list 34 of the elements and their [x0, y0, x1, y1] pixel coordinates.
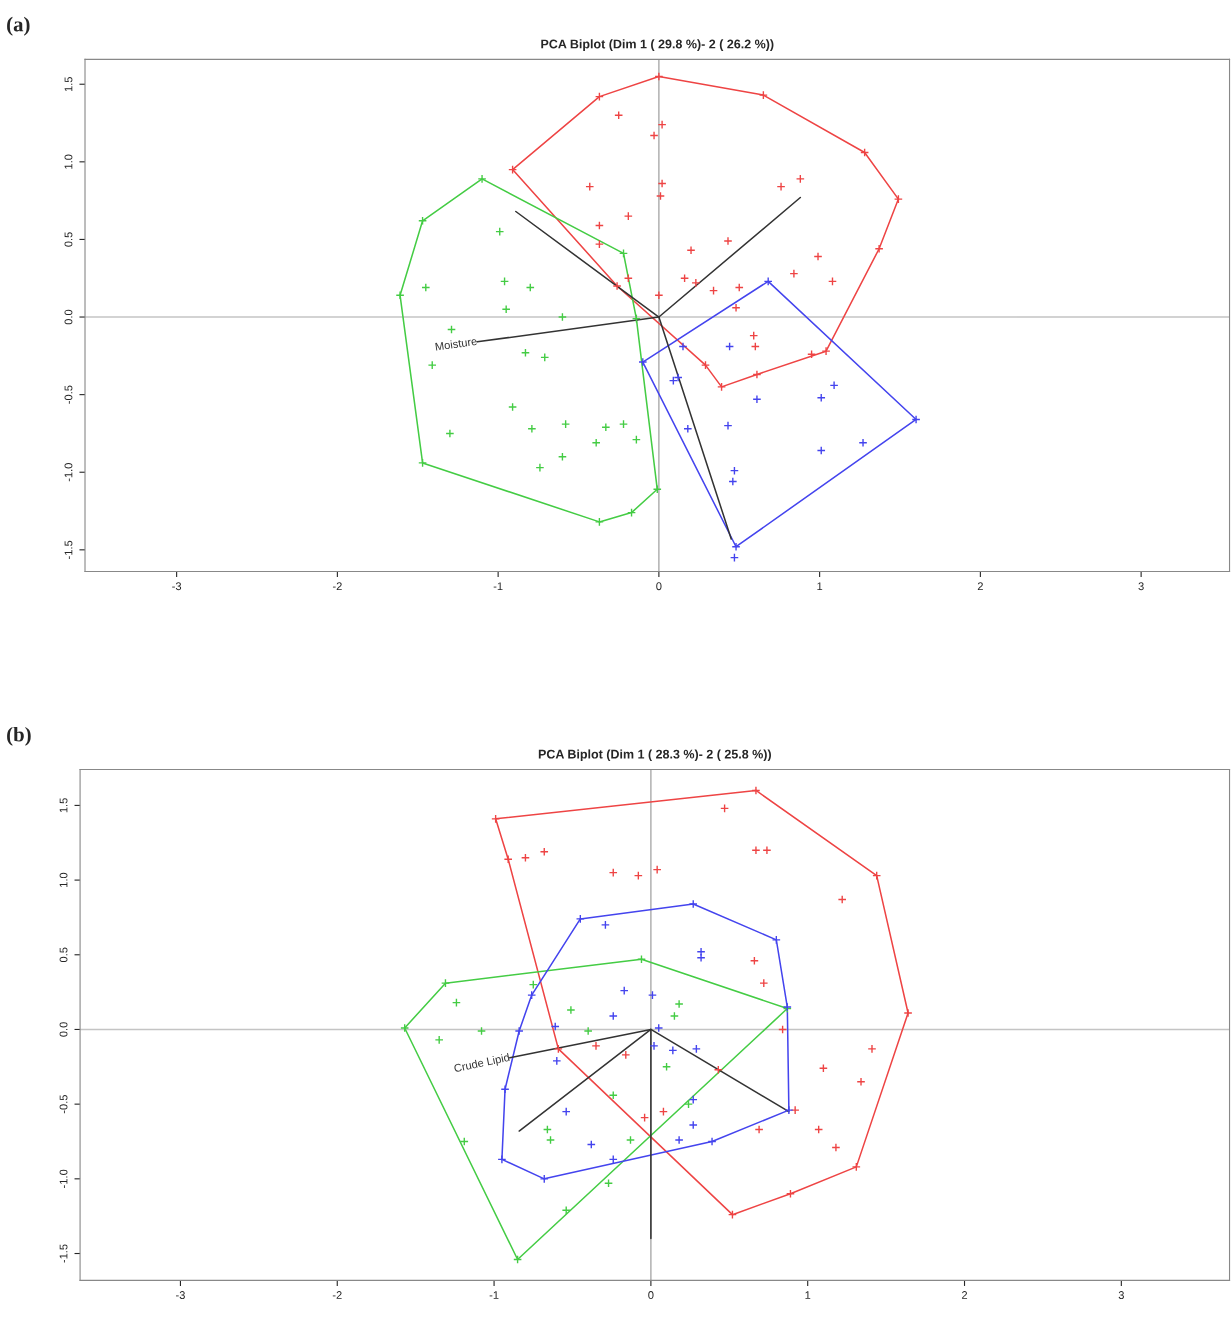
text: (b) [7, 726, 31, 746]
x-tick-label: -1 [493, 582, 503, 591]
text: (a) [7, 16, 30, 36]
y-tick-label: 0.0 [64, 309, 73, 325]
y-tick-label: 0.5 [59, 947, 68, 963]
x-tick-label: 2 [961, 1291, 968, 1299]
y-tick-label: -1.5 [64, 540, 73, 559]
x-tick-label: -3 [172, 582, 182, 591]
y-tick-label: 1.0 [64, 154, 73, 169]
y-tick-label: -1.0 [59, 1169, 68, 1188]
y-tick-label: -0.5 [64, 385, 73, 404]
y-tick-label: -0.5 [59, 1095, 68, 1114]
y-tick-label: -1.5 [59, 1244, 68, 1263]
chart-title: PCA Biplot (Dim 1 ( 28.3 %)- 2 ( 25.8 %)) [538, 749, 771, 762]
y-tick-label: 0.5 [64, 232, 73, 247]
text: Crude Lipid [453, 1052, 511, 1075]
x-tick-label: 1 [805, 1291, 811, 1299]
y-tick-label: 1.5 [59, 798, 68, 813]
y-tick-label: -1.0 [64, 463, 73, 482]
x-tick-label: 0 [648, 1291, 654, 1299]
x-tick-label: 2 [977, 582, 983, 591]
text: Moisture [435, 336, 478, 351]
y-tick-label: 1.0 [59, 872, 68, 887]
x-tick-label: 3 [1118, 1291, 1124, 1299]
x-tick-label: -1 [489, 1291, 499, 1299]
x-tick-label: 1 [817, 582, 823, 591]
x-tick-label: -2 [332, 582, 342, 591]
x-tick-label: -2 [332, 1291, 342, 1299]
x-tick-label: -3 [176, 1291, 185, 1299]
chart-title: PCA Biplot (Dim 1 ( 29.8 %)- 2 ( 26.2 %)) [541, 39, 774, 51]
x-tick-label: 0 [656, 582, 662, 591]
y-tick-label: 1.5 [64, 76, 73, 92]
y-tick-label: 0.0 [59, 1022, 68, 1037]
x-tick-label: 3 [1138, 582, 1144, 591]
